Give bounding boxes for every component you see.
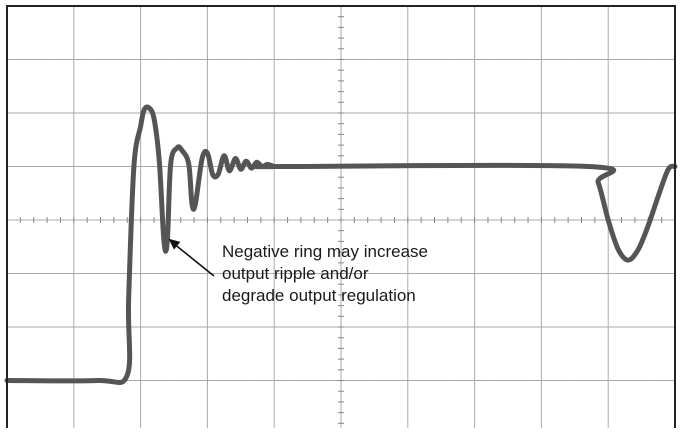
grid <box>6 5 676 433</box>
series-line-0 <box>4 104 678 385</box>
annotation-arrow-0 <box>172 242 215 277</box>
annotation-arrow-layer <box>168 238 215 277</box>
plot-frame <box>6 5 676 433</box>
trace-layer <box>4 104 678 385</box>
annotation-text: Negative ring may increase output ripple… <box>222 242 428 305</box>
annotation-arrowhead-0 <box>168 238 181 250</box>
